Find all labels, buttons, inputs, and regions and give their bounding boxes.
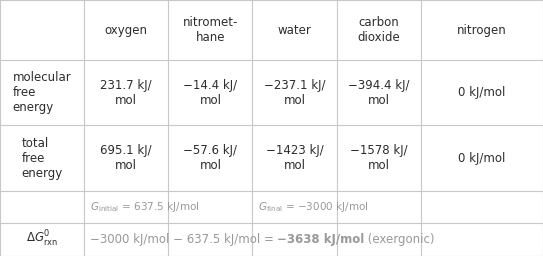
- Text: nitrogen: nitrogen: [457, 24, 507, 37]
- Text: water: water: [277, 24, 312, 37]
- Text: $G_{\rm initial}$ = 637.5 kJ/mol: $G_{\rm initial}$ = 637.5 kJ/mol: [90, 200, 199, 214]
- Text: −394.4 kJ/
mol: −394.4 kJ/ mol: [348, 79, 409, 107]
- Text: molecular
free
energy: molecular free energy: [12, 71, 72, 114]
- Text: −1423 kJ/
mol: −1423 kJ/ mol: [266, 144, 324, 172]
- Text: $G_{\rm final}$ = −3000 kJ/mol: $G_{\rm final}$ = −3000 kJ/mol: [258, 200, 369, 214]
- Text: −14.4 kJ/
mol: −14.4 kJ/ mol: [184, 79, 237, 107]
- Text: 231.7 kJ/
mol: 231.7 kJ/ mol: [100, 79, 152, 107]
- Text: total
free
energy: total free energy: [22, 137, 62, 179]
- Text: nitromet-
hane: nitromet- hane: [183, 16, 238, 44]
- Text: $\Delta G^0_{\rm rxn}$: $\Delta G^0_{\rm rxn}$: [26, 229, 58, 249]
- Text: carbon
dioxide: carbon dioxide: [357, 16, 400, 44]
- Text: 695.1 kJ/
mol: 695.1 kJ/ mol: [100, 144, 152, 172]
- Text: 0 kJ/mol: 0 kJ/mol: [458, 152, 506, 165]
- Text: −57.6 kJ/
mol: −57.6 kJ/ mol: [184, 144, 237, 172]
- Text: −3638 kJ/mol: −3638 kJ/mol: [277, 233, 364, 246]
- Text: oxygen: oxygen: [105, 24, 148, 37]
- Text: −1578 kJ/
mol: −1578 kJ/ mol: [350, 144, 408, 172]
- Text: −3000 kJ/mol − 637.5 kJ/mol =: −3000 kJ/mol − 637.5 kJ/mol =: [90, 233, 277, 246]
- Text: 0 kJ/mol: 0 kJ/mol: [458, 86, 506, 99]
- Text: (exergonic): (exergonic): [364, 233, 435, 246]
- Text: −237.1 kJ/
mol: −237.1 kJ/ mol: [264, 79, 325, 107]
